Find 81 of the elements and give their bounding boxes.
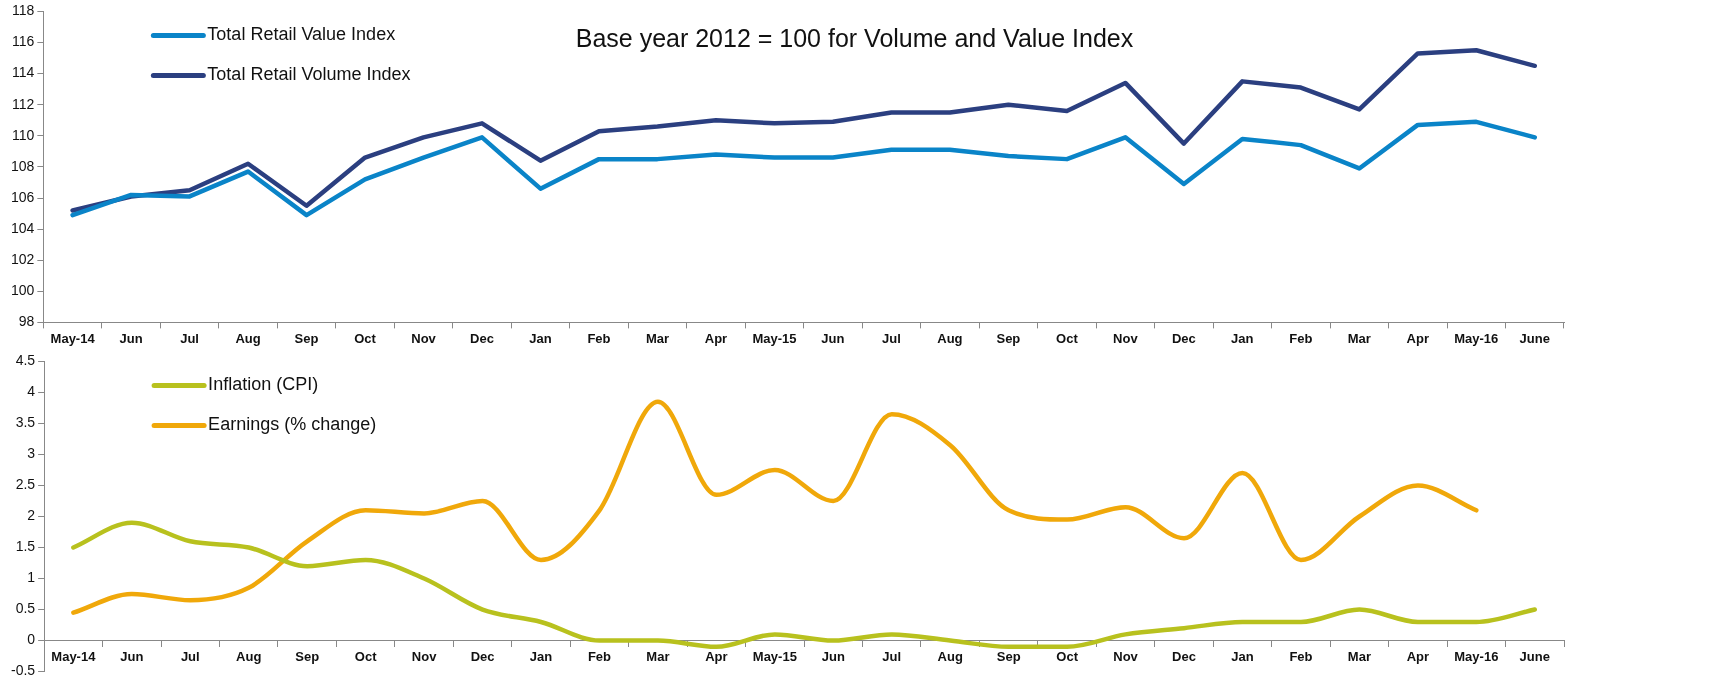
line-series	[71, 399, 1479, 615]
y-tick-label: 3	[27, 445, 36, 462]
legend-label: Earnings (% change)	[208, 414, 377, 435]
y-tick-label: 116	[12, 33, 35, 50]
y-tick-label: -0.5	[11, 662, 36, 679]
x-tick-label: Feb	[1289, 648, 1313, 664]
x-tick-label: May-15	[752, 330, 797, 346]
x-tick-label: Nov	[1113, 330, 1139, 346]
x-tick-label: Jun	[821, 330, 845, 346]
x-tick-label: Aug	[937, 330, 963, 346]
x-tick-label: Jun	[821, 648, 845, 664]
y-tick-label: 2.5	[15, 476, 36, 493]
y-tick-label: 112	[12, 95, 35, 112]
y-tick-label: 1.5	[15, 538, 36, 555]
x-tick-label: Jun	[119, 330, 143, 346]
x-tick-label: Dec	[470, 330, 494, 346]
x-tick-label: Dec	[1171, 330, 1196, 346]
line-series	[71, 520, 1538, 650]
x-tick-label: Sep	[295, 648, 320, 664]
y-tick-label: 1	[27, 569, 36, 586]
x-tick-label: Apr	[1406, 648, 1430, 664]
y-tick-label: 110	[12, 126, 35, 143]
x-tick-label: Jan	[1231, 648, 1254, 664]
x-tick-label: June	[1519, 330, 1550, 346]
x-tick-label: Aug	[937, 648, 963, 664]
x-tick-label: Nov	[1113, 648, 1139, 664]
x-tick-label: June	[1519, 648, 1550, 664]
x-tick-label: Jun	[120, 648, 144, 664]
x-tick-label: Sep	[996, 648, 1021, 664]
y-tick-label: 118	[12, 2, 35, 19]
x-tick-label: Jul	[882, 330, 901, 346]
x-tick-label: Mar	[646, 648, 670, 664]
x-tick-label: Jul	[882, 648, 902, 664]
y-tick-label: 114	[12, 64, 35, 81]
y-tick-label: 108	[11, 157, 35, 174]
x-tick-label: Jul	[180, 330, 199, 346]
x-tick-label: Apr	[1406, 330, 1429, 346]
y-tick-label: 102	[11, 251, 35, 268]
y-tick-label: 100	[11, 282, 35, 299]
x-tick-label: Oct	[354, 648, 378, 664]
legend-label: Total Retail Value Index	[207, 24, 396, 45]
x-tick-label: Feb	[587, 330, 611, 346]
legend-label: Total Retail Volume Index	[207, 64, 411, 85]
x-tick-label: Mar	[1347, 648, 1371, 664]
x-tick-label: Aug	[236, 648, 262, 664]
y-tick-label: 3.5	[15, 414, 36, 431]
x-tick-label: Sep	[294, 330, 319, 346]
x-tick-label: Dec	[470, 648, 495, 664]
x-tick-label: May-16	[1454, 648, 1499, 664]
x-tick-label: Apr	[705, 648, 728, 664]
y-tick-label: 4	[27, 383, 36, 400]
x-tick-label: Jan	[1231, 330, 1254, 346]
x-tick-label: Feb	[1289, 330, 1313, 346]
x-tick-label: Apr	[704, 330, 728, 346]
x-tick-label: Aug	[235, 330, 261, 346]
y-tick-label: 0.5	[15, 600, 36, 617]
x-tick-label: Mar	[645, 330, 670, 346]
y-tick-label: 98	[18, 313, 35, 330]
y-tick-label: 4.5	[15, 352, 36, 369]
x-tick-label: Oct	[1056, 648, 1079, 664]
y-tick-label: 2	[27, 507, 36, 524]
x-tick-label: May-15	[752, 648, 797, 664]
x-tick-label: May-14	[50, 330, 96, 346]
x-tick-label: May-14	[51, 648, 97, 664]
y-tick-label: 104	[11, 219, 35, 236]
x-tick-label: Feb	[587, 648, 612, 664]
x-tick-label: Nov	[411, 648, 438, 664]
x-tick-label: May-16	[1454, 330, 1499, 346]
x-tick-label: Mar	[1347, 330, 1371, 346]
x-tick-label: Sep	[996, 330, 1021, 346]
x-tick-label: Oct	[354, 330, 377, 346]
x-tick-label: Jan	[529, 648, 553, 664]
text: Base year 2012 = 100 for Volume and Value Index	[575, 24, 1134, 52]
legend-label: Inflation (CPI)	[208, 374, 319, 395]
x-tick-label: Jan	[529, 330, 552, 346]
x-tick-label: Nov	[411, 330, 437, 346]
y-tick-label: 0	[27, 631, 36, 648]
y-tick-label: 106	[11, 188, 35, 205]
x-tick-label: Jul	[180, 648, 200, 664]
x-tick-label: Dec	[1172, 648, 1196, 664]
x-tick-label: Oct	[1056, 330, 1079, 346]
